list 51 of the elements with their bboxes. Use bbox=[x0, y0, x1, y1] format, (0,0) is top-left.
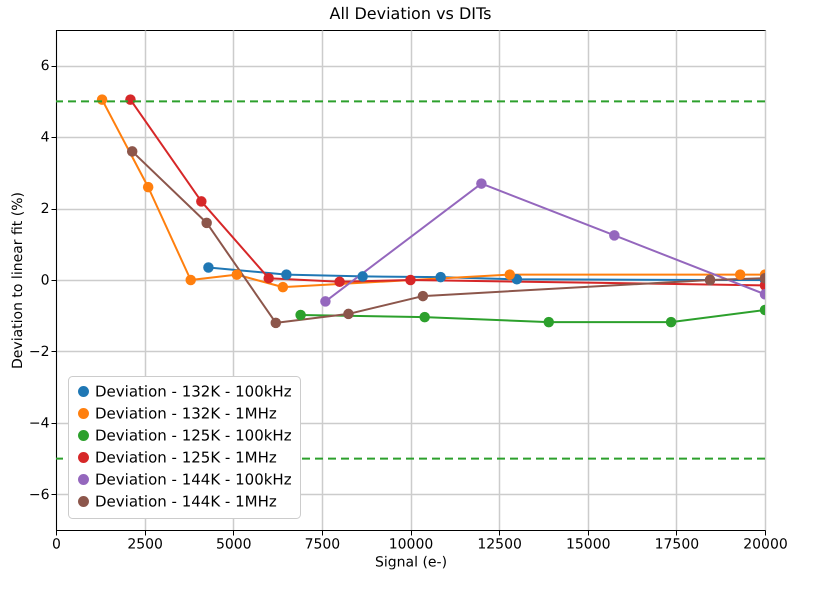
point bbox=[295, 310, 306, 320]
point bbox=[185, 274, 196, 286]
point bbox=[142, 182, 154, 192]
legend-label: Deviation - 144K - 1MHz bbox=[95, 492, 277, 510]
legend-label: Deviation - 125K - 100kHz bbox=[95, 426, 292, 444]
x-tick-label: 17500 bbox=[654, 536, 700, 552]
y-tick-label: −6 bbox=[28, 486, 50, 503]
point bbox=[263, 272, 274, 284]
y-tick-label: −4 bbox=[28, 415, 50, 432]
point bbox=[504, 269, 516, 280]
point bbox=[357, 271, 368, 282]
point bbox=[734, 269, 746, 280]
point bbox=[281, 269, 292, 280]
point bbox=[201, 218, 212, 228]
point bbox=[419, 312, 430, 322]
legend-label: Deviation - 132K - 1MHz bbox=[95, 404, 277, 422]
x-tick-label: 2500 bbox=[127, 536, 163, 552]
point bbox=[126, 146, 138, 157]
point bbox=[418, 290, 428, 302]
point bbox=[435, 272, 446, 282]
point bbox=[609, 230, 620, 241]
point bbox=[544, 316, 554, 328]
legend-label: Deviation - 132K - 100kHz bbox=[95, 382, 292, 400]
y-tick-label: 2 bbox=[40, 201, 50, 218]
x-tick-label: 20000 bbox=[743, 536, 788, 552]
point bbox=[476, 178, 487, 189]
chart-title: All Deviation vs DITs bbox=[330, 4, 492, 23]
point bbox=[405, 274, 416, 286]
point bbox=[666, 316, 676, 328]
y-tick-label: 6 bbox=[40, 58, 50, 74]
point bbox=[343, 308, 354, 320]
point bbox=[320, 296, 331, 307]
y-axis-title: Deviation to linear fit (%) bbox=[10, 192, 26, 369]
point bbox=[196, 196, 207, 207]
point bbox=[278, 282, 288, 292]
x-tick-label: 7500 bbox=[304, 536, 340, 552]
x-tick-label: 15000 bbox=[566, 536, 611, 552]
legend-label: Deviation - 125K - 1MHz bbox=[95, 448, 277, 466]
x-axis-title: Signal (e-) bbox=[374, 554, 448, 570]
legend-label: Deviation - 144K - 100kHz bbox=[95, 470, 292, 488]
point bbox=[334, 276, 345, 288]
x-tick-label: 0 bbox=[52, 536, 61, 552]
point bbox=[203, 262, 214, 273]
y-tick-label: 4 bbox=[40, 130, 50, 146]
point bbox=[270, 318, 282, 328]
y-tick-label: 0 bbox=[40, 272, 50, 288]
y-tick-label: −2 bbox=[28, 344, 50, 360]
x-tick-label: 10000 bbox=[388, 536, 434, 552]
x-tick-label: 5000 bbox=[216, 536, 252, 552]
point bbox=[232, 269, 242, 280]
x-tick-label: 12500 bbox=[477, 536, 522, 552]
